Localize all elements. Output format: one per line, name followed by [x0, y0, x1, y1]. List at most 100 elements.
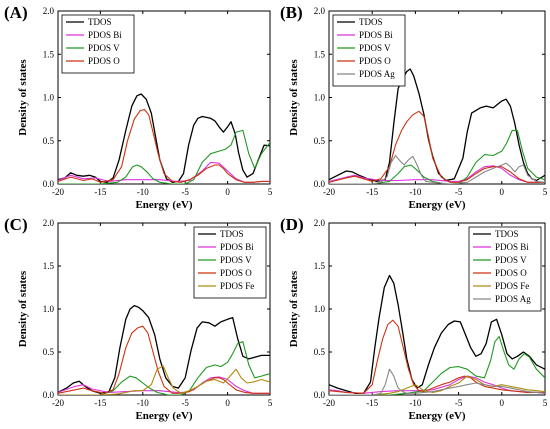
x-axis-label: Energy (eV)	[408, 199, 465, 211]
y-tick-label: 1.0	[314, 304, 326, 314]
x-tick-label: -15	[366, 398, 378, 408]
y-tick-label: 0.5	[43, 347, 55, 357]
y-tick-label: 0.5	[43, 136, 55, 146]
y-tick-label: 2.0	[314, 218, 326, 228]
x-axis-label: Energy (eV)	[408, 410, 465, 422]
x-tick-label: 0	[500, 398, 505, 408]
series-line-pdos-ag	[329, 154, 545, 184]
series-line-pdos-v	[58, 341, 270, 395]
y-tick-label: 0.0	[43, 390, 55, 400]
legend-entry: PDOS V	[88, 43, 120, 53]
series-line-pdos-fe	[58, 365, 270, 395]
y-axis-label: Density of states	[17, 59, 29, 136]
y-tick-label: 1.5	[314, 261, 326, 271]
panel-label: (B)	[280, 3, 303, 22]
y-tick-label: 0.0	[314, 390, 326, 400]
y-tick-label: 1.0	[43, 304, 55, 314]
legend-entry: PDOS V	[495, 255, 527, 265]
series-line-tdos	[58, 93, 270, 183]
series-line-pdos-o	[58, 325, 270, 394]
series-line-pdos-o	[329, 319, 545, 394]
legend-entry: PDOS Fe	[495, 281, 529, 291]
x-tick-label: -10	[409, 187, 421, 197]
y-tick-label: 0.5	[314, 136, 326, 146]
legend-entry: PDOS Ag	[359, 69, 395, 79]
x-tick-label: 0	[225, 187, 230, 197]
y-axis-label: Density of states	[17, 270, 29, 347]
series-line-pdos-o	[58, 109, 270, 183]
x-tick-label: -15	[94, 398, 106, 408]
y-tick-label: 0.0	[43, 179, 55, 189]
y-tick-label: 1.5	[314, 49, 326, 59]
x-tick-label: -10	[137, 398, 149, 408]
y-tick-label: 1.0	[314, 93, 326, 103]
legend-entry: PDOS Bi	[88, 30, 122, 40]
series-line-pdos-v	[329, 129, 545, 184]
y-tick-label: 0.5	[314, 347, 326, 357]
legend: TDOS PDOS Bi PDOS V PDOS O PDOS Fe PDOS Ag	[468, 226, 542, 312]
panel-c: (C) -20 -15 -10 -5 0 5 0.0 0.5 1.0 1.5 2.0 Energy (e…	[4, 215, 273, 422]
legend-box	[61, 14, 135, 74]
y-tick-label: 2.0	[43, 6, 55, 16]
legend-entry: PDOS Ag	[495, 294, 531, 304]
x-tick-label: -5	[455, 398, 463, 408]
x-tick-label: -5	[181, 187, 189, 197]
x-tick-label: -10	[137, 187, 149, 197]
x-tick-label: -20	[323, 398, 335, 408]
series-line-pdos-fe	[329, 375, 545, 395]
x-tick-label: -20	[52, 398, 64, 408]
x-tick-label: 5	[543, 398, 548, 408]
x-axis-label: Energy (eV)	[135, 199, 192, 211]
y-tick-label: 1.5	[43, 261, 55, 271]
legend-entry: TDOS	[359, 17, 383, 27]
series-line-pdos-v	[329, 335, 545, 395]
legend-entry: PDOS O	[359, 56, 391, 66]
panel-label: (D)	[280, 215, 304, 234]
legend-entry: PDOS V	[220, 255, 252, 265]
y-tick-label: 2.0	[43, 218, 55, 228]
panel-d: (D) -20 -15 -10 -5 0 5 0.0 0.5 1.0 1.5 2.0 Energy (e…	[280, 215, 548, 422]
x-tick-label: 5	[268, 398, 273, 408]
x-tick-label: -20	[52, 187, 64, 197]
panel-label: (C)	[4, 215, 28, 234]
legend-entry: PDOS V	[359, 43, 391, 53]
series-line-pdos-o	[329, 110, 545, 183]
legend-entry: TDOS	[220, 229, 244, 239]
x-tick-label: 5	[543, 187, 548, 197]
panel-label: (A)	[4, 3, 28, 22]
legend-entry: TDOS	[88, 17, 112, 27]
legend-entry: PDOS Bi	[495, 242, 529, 252]
y-tick-label: 1.0	[43, 93, 55, 103]
legend-entry: PDOS Bi	[359, 30, 393, 40]
legend-entry: PDOS Bi	[220, 242, 254, 252]
legend-box	[468, 226, 542, 312]
series-line-pdos-v	[58, 129, 270, 184]
series-line-tdos	[58, 304, 270, 394]
legend: TDOS PDOS Bi PDOS V PDOS O PDOS Ag	[332, 14, 406, 87]
x-tick-label: 5	[268, 187, 273, 197]
series-line-pdos-ag	[329, 368, 545, 395]
y-axis-label: Density of states	[288, 270, 300, 347]
series-line-tdos	[329, 274, 545, 394]
x-tick-label: 0	[225, 398, 230, 408]
y-tick-label: 0.0	[314, 179, 326, 189]
x-tick-label: -5	[455, 187, 463, 197]
legend: TDOS PDOS Bi PDOS V PDOS O PDOS Fe	[193, 226, 267, 299]
x-tick-label: -5	[181, 398, 189, 408]
x-tick-label: -20	[323, 187, 335, 197]
legend-entry: PDOS O	[220, 268, 252, 278]
panel-b: (B) -20 -15 -10 -5 0 5 0.0 0.5 1.0 1.5 2.0 Energy (e…	[280, 3, 548, 211]
legend-entry: PDOS O	[88, 56, 120, 66]
y-axis-label: Density of states	[288, 59, 300, 136]
x-tick-label: 0	[500, 187, 505, 197]
x-axis-label: Energy (eV)	[135, 410, 192, 422]
y-tick-label: 2.0	[314, 6, 326, 16]
x-tick-label: -15	[366, 187, 378, 197]
y-tick-label: 1.5	[43, 49, 55, 59]
panel-a: (A) -20 -15 -10 -5 0 5 0.0 0.5 1.0 1.5 2.0 Energy (e…	[4, 3, 273, 211]
x-tick-label: -15	[94, 187, 106, 197]
legend: TDOS PDOS Bi PDOS V PDOS O	[61, 14, 135, 74]
x-tick-label: -10	[409, 398, 421, 408]
legend-entry: PDOS O	[495, 268, 527, 278]
